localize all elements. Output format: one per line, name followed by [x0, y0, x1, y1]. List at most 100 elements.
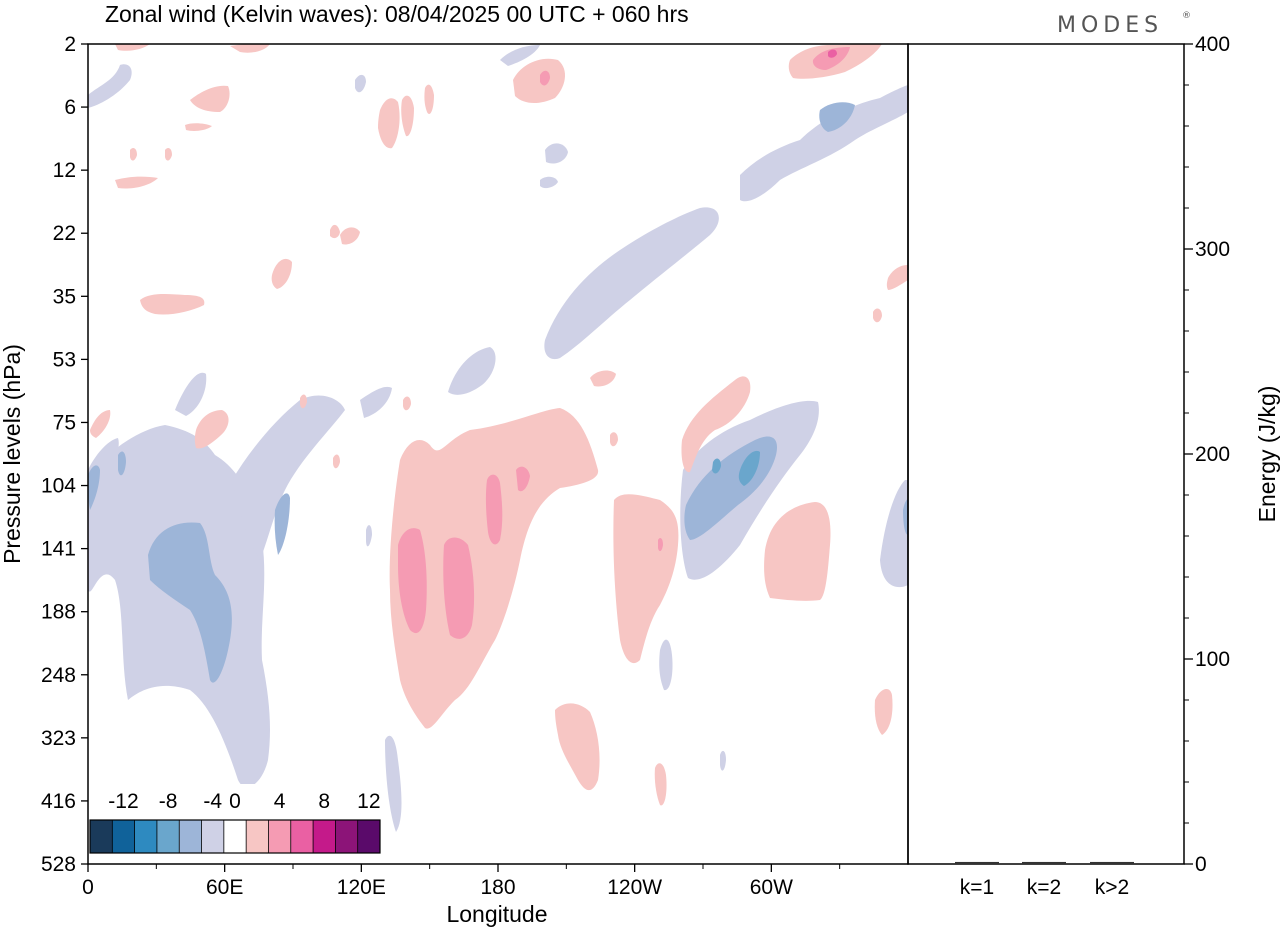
wind-contour-neg-dark: [738, 450, 760, 486]
wind-contour-neg-light: [500, 45, 540, 66]
wind-contour-pos-light: [115, 176, 158, 189]
wind-contour-neg-light: [740, 85, 908, 202]
colorbar-swatch: [179, 820, 202, 853]
energy-y-label: 100: [1195, 648, 1230, 671]
wind-contour-pos-light: [130, 147, 137, 161]
wind-contour-pos-light: [886, 265, 908, 290]
colorbar-label: 12: [357, 790, 380, 813]
colorbar-label: -8: [159, 790, 178, 813]
wind-contour-neg-light: [659, 639, 673, 691]
y-tick-label: 416: [41, 790, 76, 813]
colorbar-swatch: [134, 820, 158, 853]
wind-contours: [88, 44, 908, 832]
y-tick-label: 6: [64, 96, 76, 119]
y-tick-label: 188: [41, 601, 76, 624]
y-tick-label: 53: [53, 348, 76, 371]
x-tick-label: 120E: [337, 876, 386, 899]
wind-contour-pos-light: [230, 44, 270, 53]
x-axis-label: Longitude: [446, 901, 547, 927]
wind-contour-neg-mid: [148, 522, 232, 683]
energy-category-label: k=2: [1027, 876, 1061, 899]
wind-contour-pos-light: [513, 58, 566, 104]
y-tick-label: 323: [41, 727, 76, 750]
colorbar-label: -4: [203, 790, 222, 813]
wind-contour-pos-mid: [485, 474, 503, 545]
colorbar-swatch: [223, 820, 247, 853]
x-tick-label: 60E: [206, 876, 243, 899]
y-tick-label: 22: [53, 222, 76, 245]
energy-axis-label: Energy (J/kg): [1254, 386, 1280, 523]
wind-contour-pos-light: [424, 84, 434, 115]
x-tick-label: 120W: [607, 876, 662, 899]
wind-contour-pos-mid: [812, 47, 850, 70]
wind-contour-pos-mid: [516, 466, 530, 492]
wind-contour-neg-light: [175, 372, 207, 416]
energy-panel: 0 100 200 300 400 k=1 k=2 k>2 Energy (J/kg): [907, 33, 1280, 899]
wind-contour-pos-light: [389, 408, 599, 729]
wind-contour-neg-mid: [819, 102, 855, 132]
wind-contour-pos-light: [330, 224, 340, 239]
wind-contour-neg-light: [232, 395, 345, 560]
wind-contour-pos-light: [613, 494, 679, 664]
brand-logo: MODES: [1057, 13, 1163, 38]
energy-x-axis: k=1 k=2 k>2: [960, 876, 1129, 899]
wind-contour-pos-light: [90, 410, 111, 438]
energy-y-label: 200: [1195, 443, 1230, 466]
energy-y-label: 400: [1195, 33, 1230, 56]
energy-bars: [955, 861, 1134, 864]
energy-frame: [907, 43, 1185, 865]
wind-contour-pos-light: [873, 308, 882, 323]
wind-contour-pos-light: [681, 376, 751, 473]
wind-contour-pos-light: [333, 454, 340, 469]
wind-contour-pos-mid: [658, 537, 663, 552]
y-axis: 2 6 12 22 35 53 75 104 141 188 248 323 416 528: [41, 33, 88, 876]
colorbar-swatch: [90, 820, 113, 853]
energy-y-label: 300: [1195, 238, 1230, 261]
wind-contour-neg-light: [540, 176, 558, 189]
wind-contour-neg-light: [88, 64, 132, 108]
wind-contour-pos-light: [185, 123, 212, 131]
energy-category-label: k=1: [960, 876, 994, 899]
wind-contour-pos-dark: [828, 49, 837, 58]
wind-contour-neg-light: [355, 74, 366, 93]
wind-contour-pos-light: [401, 95, 414, 137]
wind-contour-neg-light: [385, 735, 402, 832]
wind-contour-pos-light: [115, 44, 150, 51]
colorbar-swatch: [246, 820, 269, 853]
x-tick-label: 0: [82, 876, 94, 899]
colorbar-swatch: [313, 820, 336, 853]
x-tick-label: 60W: [750, 876, 793, 899]
wind-contour-neg-dark: [712, 458, 721, 474]
wind-contour-neg-light: [448, 347, 496, 395]
x-tick-label: 180: [480, 876, 515, 899]
y-tick-label: 12: [53, 159, 76, 182]
x-axis: 0 60E 120E 180 120W 60W: [82, 864, 841, 899]
wind-contour-neg-mid: [88, 465, 100, 510]
wind-contour-pos-light: [194, 410, 229, 449]
colorbar-swatch: [156, 820, 180, 853]
y-tick-label: 104: [41, 475, 76, 498]
y-tick-label: 248: [41, 664, 76, 687]
wind-contour-pos-light: [140, 294, 205, 315]
colorbar-swatch: [290, 820, 314, 853]
energy-bar: [1022, 861, 1066, 864]
y-tick-label: 35: [53, 285, 76, 308]
y-tick-label: 2: [64, 33, 76, 56]
wind-contour-pos-light: [403, 396, 411, 411]
wind-contour-pos-light: [764, 502, 831, 601]
wind-contour-pos-light: [190, 85, 230, 112]
y-axis-label: Pressure levels (hPa): [0, 344, 25, 564]
colorbar-label: 4: [274, 790, 286, 813]
wind-contour-neg-light: [544, 207, 719, 360]
colorbar: -12 -8 -4 0 4 8 12: [86, 784, 384, 861]
wind-contour-neg-light: [545, 143, 568, 164]
colorbar-frame: [89, 819, 381, 854]
wind-contour-pos-light: [654, 763, 667, 806]
wind-contour-pos-light: [271, 258, 292, 289]
wind-contour-neg-mid: [903, 499, 908, 535]
colorbar-swatch: [201, 820, 225, 853]
wind-contour-pos-mid: [540, 70, 550, 86]
wind-contour-neg-light: [88, 425, 270, 788]
wind-contour-pos-mid: [398, 528, 427, 634]
